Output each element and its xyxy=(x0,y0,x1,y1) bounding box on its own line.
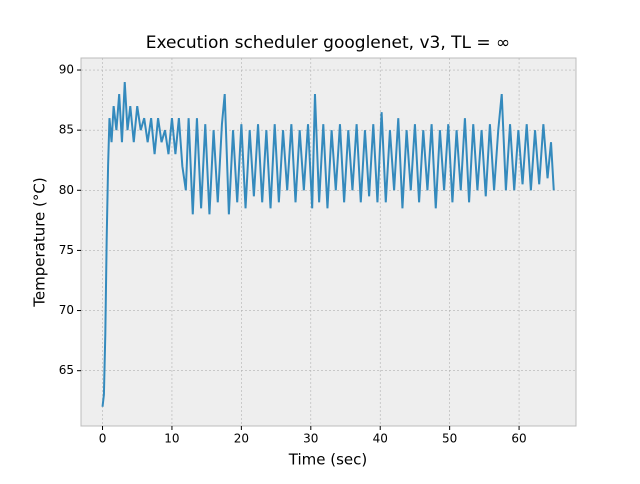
y-tick-label: 75 xyxy=(59,243,74,257)
y-tick-label: 90 xyxy=(59,63,74,77)
y-tick-label: 80 xyxy=(59,183,74,197)
x-tick-label: 0 xyxy=(99,432,107,446)
chart-title: Execution scheduler googlenet, v3, TL = … xyxy=(146,33,510,53)
x-axis-label: Time (sec) xyxy=(288,451,367,469)
data-line xyxy=(101,81,555,407)
x-tick-label: 30 xyxy=(303,432,318,446)
y-tick-label: 65 xyxy=(59,363,74,377)
y-tick-label: 70 xyxy=(59,303,74,317)
y-tick-label: 85 xyxy=(59,123,74,137)
x-tick-label: 10 xyxy=(164,432,179,446)
y-axis-label: Temperature (°C) xyxy=(31,177,49,307)
x-tick-label: 40 xyxy=(373,432,388,446)
x-tick-label: 20 xyxy=(234,432,249,446)
plot-area xyxy=(80,57,577,427)
x-tick-label: 50 xyxy=(442,432,457,446)
x-tick-label: 60 xyxy=(511,432,526,446)
